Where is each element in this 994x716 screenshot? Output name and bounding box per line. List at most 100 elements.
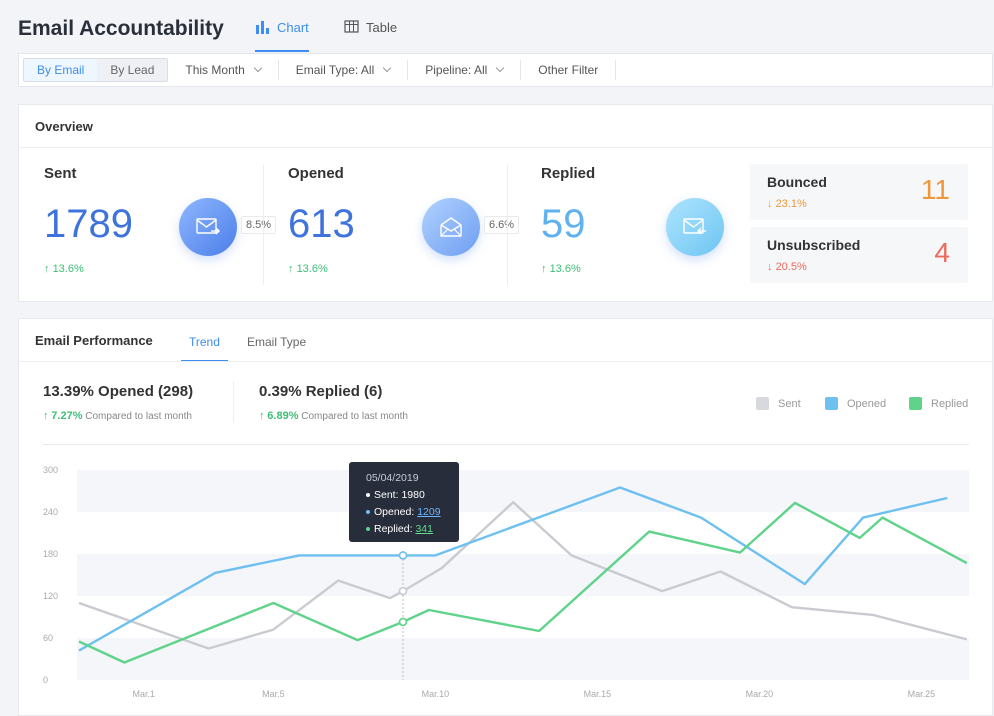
series-line-opened — [78, 486, 948, 652]
stat-unsubscribed-value: 4 — [934, 237, 950, 268]
other-filter-label: Other Filter — [538, 63, 599, 77]
kpi-opened-subtitle: ↑ 7.27% Compared to last month — [43, 410, 192, 422]
envelope-send-icon — [179, 198, 237, 256]
stat-unsubscribed-label: Unsubscribed — [767, 237, 861, 253]
arrow-down-icon: ↓ — [767, 261, 773, 273]
tooltip-opened-dot — [366, 510, 370, 515]
stat-replied: Replied 59 ↑ 13.6% — [541, 147, 741, 303]
x-tick-label: Mar.10 — [422, 689, 450, 699]
stat-opened-change-value: 13.6% — [296, 263, 328, 275]
tab-table-label: Table — [366, 20, 398, 35]
tooltip-replied-value[interactable]: 341 — [415, 523, 433, 535]
stat-bounced-change-value: 23.1% — [775, 198, 807, 210]
by-email-button[interactable]: By Email — [24, 59, 98, 81]
arrow-up-icon: ↑ — [44, 263, 50, 275]
pipeline-dropdown-label: Pipeline: All — [425, 63, 488, 77]
pipeline-dropdown[interactable]: Pipeline: All — [408, 60, 522, 80]
arrow-up-icon: ↑ — [259, 410, 265, 422]
performance-title: Email Performance — [35, 333, 153, 348]
tab-chart-label: Chart — [277, 20, 309, 35]
legend-opened-swatch — [825, 397, 838, 410]
tooltip-replied: Replied: 341 — [366, 521, 459, 538]
stat-bounced-change: ↓ 23.1% — [767, 198, 807, 210]
overview-card: Overview Sent 1789 ↑ 13.6% 8.5% Opened 6… — [18, 104, 993, 302]
legend-sent[interactable]: Sent — [756, 397, 801, 410]
tooltip-replied-label: Replied: — [374, 523, 413, 535]
email-type-dropdown-label: Email Type: All — [295, 63, 375, 77]
legend-opened-label: Opened — [847, 397, 887, 410]
divider — [233, 381, 234, 423]
y-tick-label: 180 — [43, 549, 58, 559]
stat-opened-value: 613 — [288, 202, 355, 246]
chevron-down-icon — [253, 63, 262, 73]
hover-point-opened — [398, 551, 408, 560]
sent-to-opened-rate: 8.5% — [241, 216, 277, 234]
table-icon — [344, 20, 359, 33]
chart-tooltip: 05/04/2019 Sent: 1980 Opened: 1209 Repli… — [349, 462, 459, 542]
period-dropdown-label: This Month — [185, 63, 245, 77]
legend-sent-label: Sent — [778, 397, 801, 410]
tooltip-date: 05/04/2019 — [366, 472, 419, 484]
legend-replied-label: Replied — [931, 397, 969, 410]
tooltip-opened-value[interactable]: 1209 — [417, 506, 441, 518]
stat-replied-change-value: 13.6% — [549, 263, 581, 275]
stat-unsubscribed-change-value: 20.5% — [775, 261, 807, 273]
overview-title: Overview — [35, 119, 93, 134]
tab-email-type[interactable]: Email Type — [247, 335, 307, 349]
kpi-replied-note: Compared to last month — [301, 411, 408, 422]
legend-replied-swatch — [909, 397, 922, 410]
x-tick-label: Mar.5 — [262, 689, 285, 699]
grid-band — [77, 470, 969, 512]
stat-unsubscribed: Unsubscribed ↓ 20.5% 4 — [750, 227, 968, 283]
header: Email Accountability Chart Table — [0, 0, 994, 52]
tab-chart[interactable]: Chart — [255, 20, 309, 52]
kpi-opened-change: 7.27% — [51, 410, 83, 422]
email-type-dropdown[interactable]: Email Type: All — [279, 60, 409, 80]
period-dropdown[interactable]: This Month — [168, 60, 279, 80]
y-tick-label: 60 — [43, 633, 53, 643]
tooltip-opened: Opened: 1209 — [366, 504, 459, 521]
stat-sent-label: Sent — [44, 165, 77, 182]
bar-chart-icon — [255, 20, 270, 34]
stat-sent: Sent 1789 ↑ 13.6% — [44, 147, 274, 303]
trend-line-chart[interactable]: 0 60 120 180 240 300 Mar.1 Mar.5 Mar.10 Mar.15 Mar… — [19, 319, 994, 716]
chevron-down-icon — [382, 63, 392, 73]
legend-replied[interactable]: Replied — [909, 397, 968, 410]
stat-bounced: Bounced ↓ 23.1% 11 — [750, 164, 968, 220]
series-line-sent — [78, 500, 968, 650]
stat-replied-label: Replied — [541, 165, 596, 182]
divider — [19, 361, 992, 362]
divider — [263, 165, 264, 285]
y-tick-label: 0 — [43, 675, 48, 685]
tooltip-sent: Sent: 1980 — [366, 487, 459, 504]
hover-point-sent — [398, 586, 408, 596]
arrow-up-icon: ↑ — [288, 263, 294, 275]
arrow-down-icon: ↓ — [767, 198, 773, 210]
kpi-replied-title: 0.39% Replied (6) — [259, 383, 383, 400]
stat-replied-value: 59 — [541, 202, 586, 246]
page-title: Email Accountability — [18, 17, 224, 40]
tab-table[interactable]: Table — [344, 20, 397, 52]
grid-band — [77, 554, 969, 596]
email-performance-card: Email Performance Trend Email Type 13.39… — [18, 318, 993, 716]
y-tick-label: 120 — [43, 591, 58, 601]
tooltip-sent-value: 1980 — [401, 489, 425, 501]
legend-opened[interactable]: Opened — [825, 397, 886, 410]
tooltip-replied-dot — [366, 527, 370, 532]
envelope-reply-icon — [666, 198, 724, 256]
x-tick-label: Mar.25 — [908, 689, 936, 699]
arrow-up-icon: ↑ — [43, 410, 49, 422]
stat-opened-label: Opened — [288, 165, 344, 182]
by-lead-button[interactable]: By Lead — [97, 59, 168, 81]
chevron-down-icon — [496, 63, 505, 73]
x-tick-label: Mar.20 — [746, 689, 774, 699]
tooltip-sent-label: Sent: — [374, 489, 399, 501]
y-tick-label: 300 — [43, 465, 58, 475]
stat-opened: Opened 613 ↑ 13.6% — [288, 147, 518, 303]
stat-unsubscribed-change: ↓ 20.5% — [767, 261, 807, 273]
stat-sent-change-value: 13.6% — [52, 263, 84, 275]
kpi-opened-note: Compared to last month — [85, 411, 192, 422]
grid-band — [77, 638, 969, 680]
other-filter-button[interactable]: Other Filter — [521, 60, 617, 80]
y-tick-label: 240 — [43, 507, 58, 517]
